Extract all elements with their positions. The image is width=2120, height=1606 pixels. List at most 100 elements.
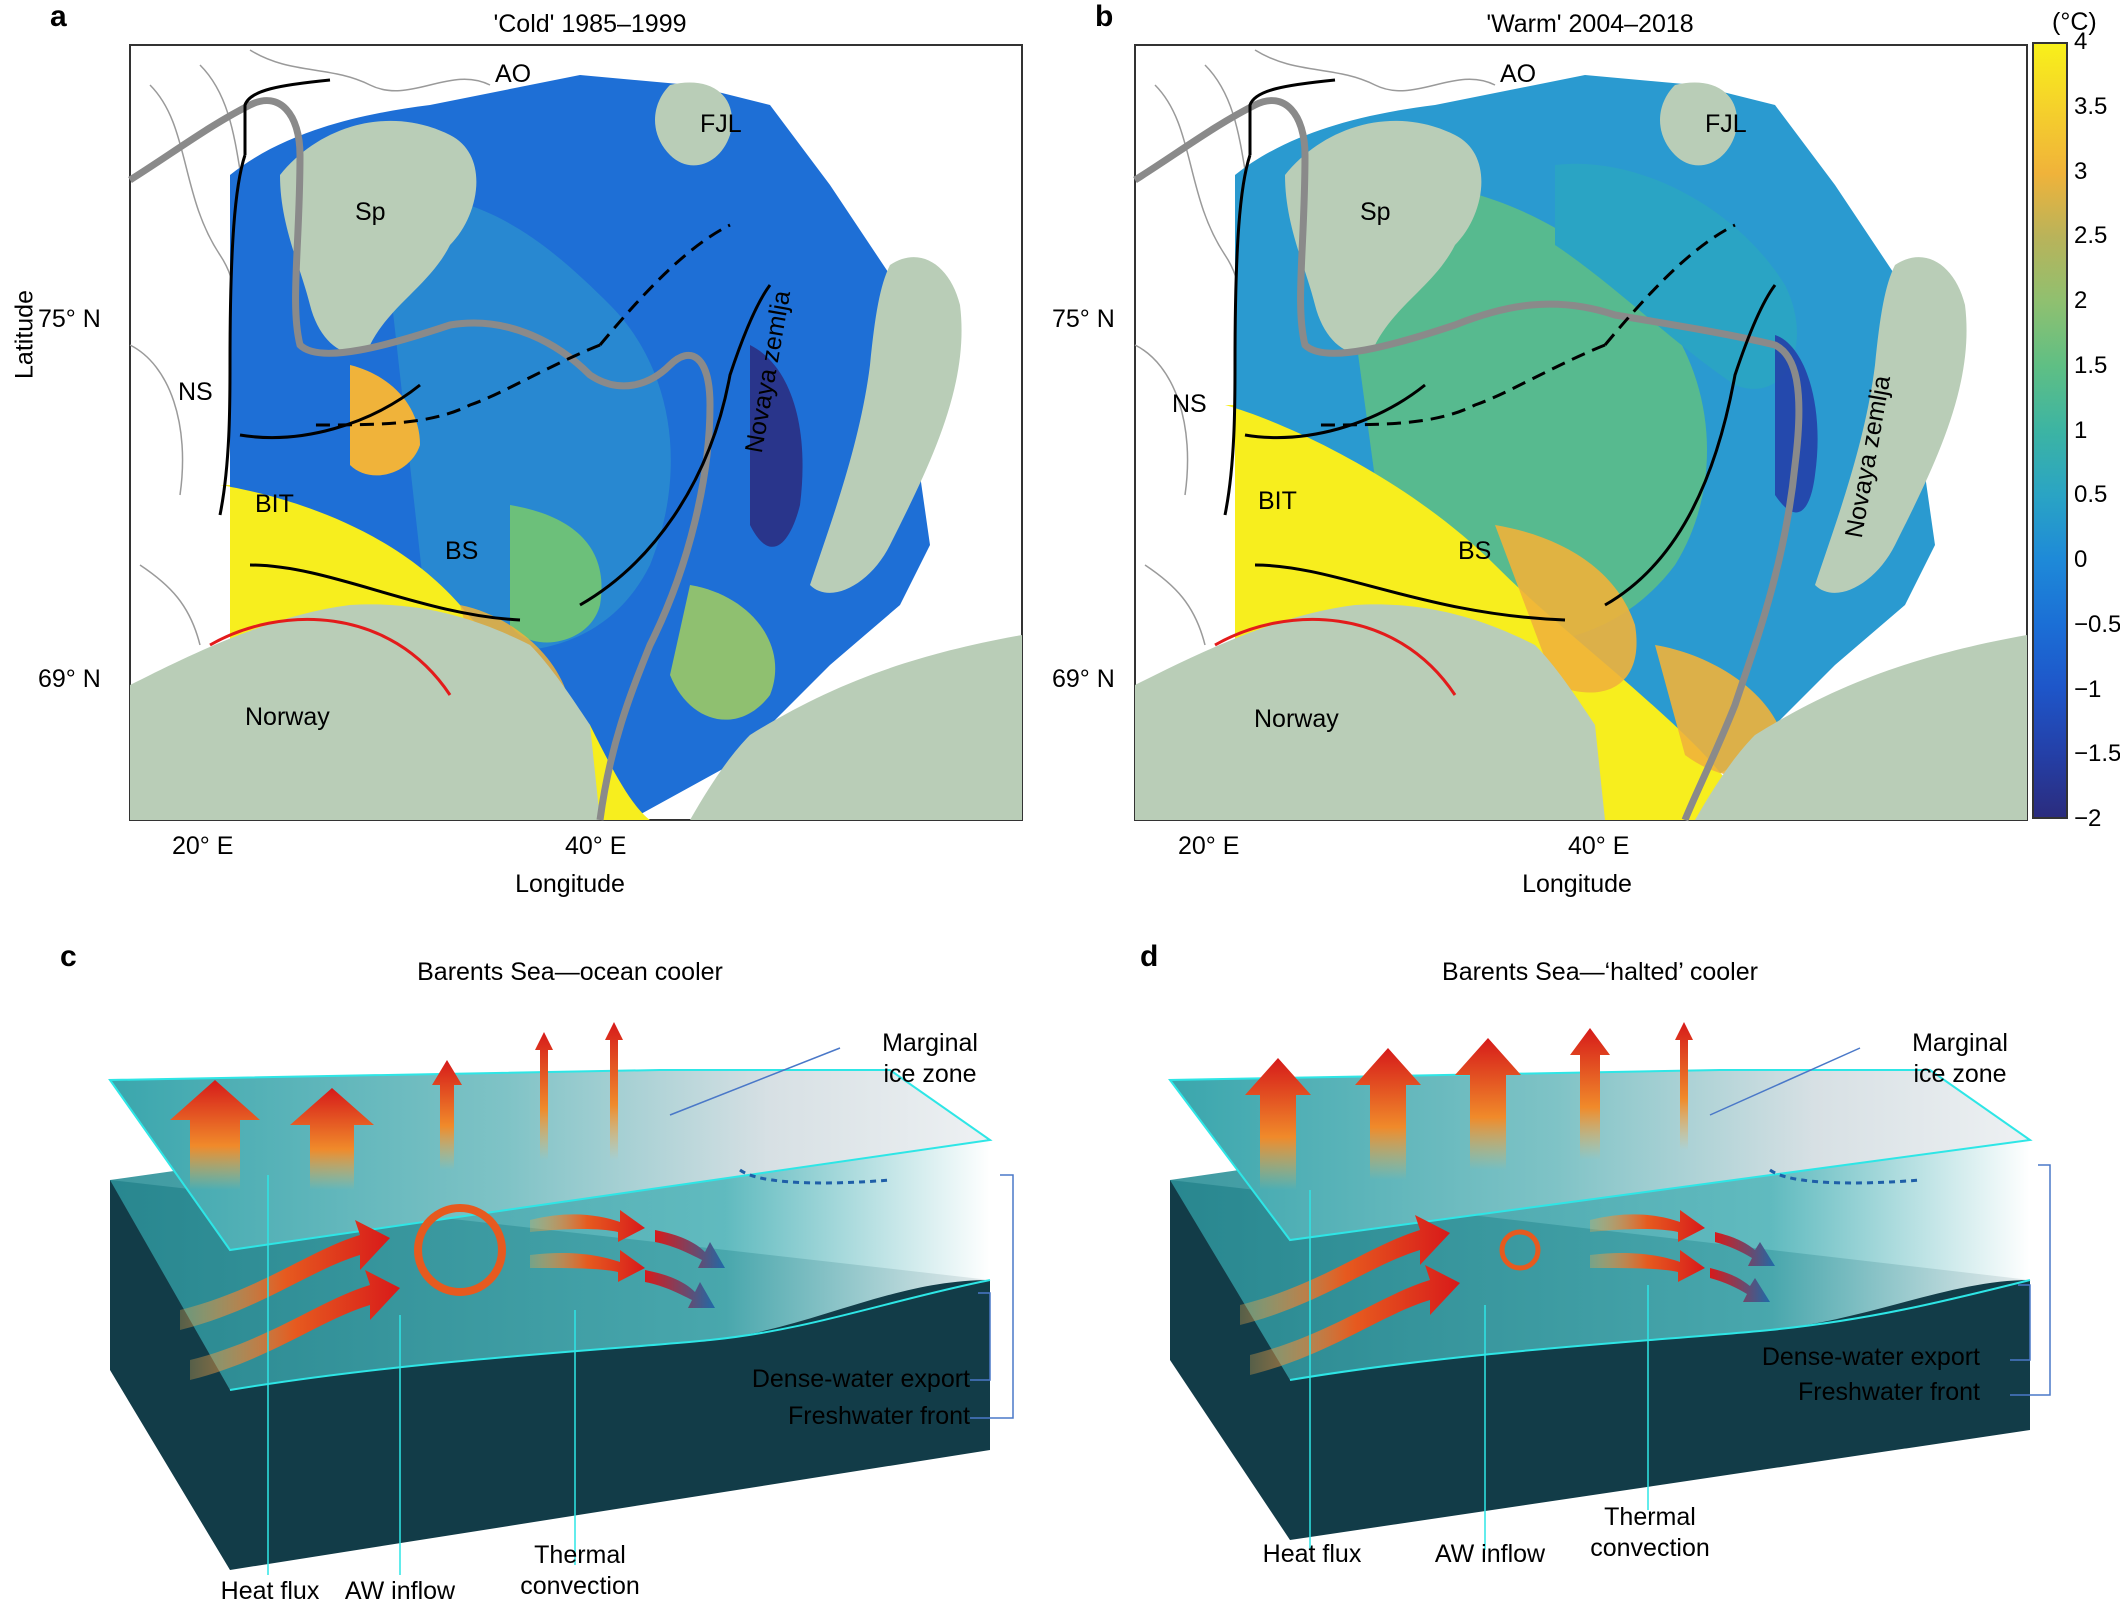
diagram-c-aw-inflow-arrows <box>180 1220 400 1380</box>
diagram-d-bottom-edge <box>1289 1279 2031 1381</box>
diagram-c-label-aw-inflow: AW inflow <box>344 1577 456 1605</box>
map-b-warm-orange <box>1495 525 1637 693</box>
map-a-ocean-mid <box>380 193 671 653</box>
colorbar-tick-label: −1 <box>2074 675 2102 703</box>
map-a-green-patch <box>510 505 602 643</box>
panel-letter-b: b <box>1095 0 1114 33</box>
panel-b-lon-tick-20: 20° E <box>1178 832 1240 860</box>
colorbar-unit: (°C) <box>2052 8 2097 36</box>
map-b-label-bit: BIT <box>1258 487 1297 515</box>
colorbar <box>2032 42 2068 819</box>
map-b-red-arrow <box>1214 617 1457 696</box>
diagram-d-convection <box>1499 1229 1541 1271</box>
map-b <box>1133 44 2028 822</box>
map-a-label-fjl: FJL <box>700 110 742 138</box>
map-a-label-bs: BS <box>445 537 479 565</box>
map-a-novaya-zemlya <box>810 257 962 593</box>
diagram-d-aw-inflow-arrows <box>1240 1215 1460 1375</box>
colorbar-segment <box>2034 172 2066 238</box>
map-a-svalbard <box>280 120 477 353</box>
map-a-russia <box>690 635 1022 820</box>
colorbar-segment <box>2034 301 2066 367</box>
map-b-ocean-teal <box>1555 163 1797 389</box>
diagram-c-label-marginal-ice-zone: Marginal ice zone <box>882 1029 978 1088</box>
diagram-d <box>1168 1022 2051 1550</box>
colorbar-segment <box>2034 430 2066 495</box>
map-b-flow-arrows <box>1223 78 1777 622</box>
colorbar-tick-label: 0.5 <box>2074 481 2108 509</box>
panel-a-xlabel: Longitude <box>515 870 625 898</box>
diagram-d-leaders <box>1309 1047 2051 1550</box>
diagram-c-export-arrows <box>530 1210 725 1308</box>
map-a-label-ao: AO <box>495 60 532 88</box>
panel-a-title: 'Cold' 1985–1999 <box>493 10 687 38</box>
diagram-d-label-heat-flux: Heat flux <box>1262 1540 1362 1568</box>
colorbar-tick-label: 3.5 <box>2074 92 2108 120</box>
map-b-label-sp: Sp <box>1360 198 1391 226</box>
y-axis-label: Latitude <box>10 290 39 379</box>
colorbar-segment <box>2034 752 2066 818</box>
diagram-c <box>108 1022 1014 1575</box>
diagram-c-label-thermal-convection: Thermal convection <box>520 1541 640 1600</box>
colorbar-tick-label: 1.5 <box>2074 351 2108 379</box>
colorbar-segment <box>2034 237 2066 302</box>
colorbar-tick-label: −1.5 <box>2074 740 2120 768</box>
map-a-label-bit: BIT <box>255 490 294 518</box>
colorbar-tick-label: 1 <box>2074 416 2088 444</box>
diagram-d-label-freshwater-front: Freshwater front <box>1797 1378 1980 1406</box>
diagram-c-convection <box>414 1204 506 1296</box>
diagram-d-export-arrows <box>1590 1210 1775 1302</box>
map-a-track <box>128 97 714 821</box>
map-a-flow-arrows <box>218 78 772 622</box>
map-b-novaya-zemlya <box>1815 257 1967 593</box>
colorbar-tick-label: 2.5 <box>2074 222 2108 250</box>
panel-b-lat-tick-69: 69° N <box>1052 665 1115 693</box>
diagram-c-heat-arrows <box>170 1022 623 1190</box>
map-a-red-arrow <box>209 617 452 696</box>
panel-a-lon-tick-20: 20° E <box>172 832 234 860</box>
map-a-label-sp: Sp <box>355 198 386 226</box>
colorbar-segment <box>2034 366 2066 431</box>
map-b-label-fjl: FJL <box>1705 110 1747 138</box>
panel-letter-c: c <box>60 940 77 973</box>
diagram-d-label-marginal-ice-zone: Marginal ice zone <box>1912 1029 2008 1088</box>
diagram-c-bottom-edge <box>229 1279 991 1391</box>
diagram-d-label-aw-inflow: AW inflow <box>1434 1540 1546 1568</box>
colorbar-tick-label: −0.5 <box>2074 610 2120 638</box>
map-b-fjl <box>1660 82 1737 166</box>
diagram-d-heat-arrows <box>1245 1022 1693 1190</box>
panel-b-lon-tick-40: 40° E <box>1568 832 1630 860</box>
panel-letter-a: a <box>50 0 67 33</box>
panel-a-lat-tick-69: 69° N <box>38 665 101 693</box>
map-b-norway <box>1135 604 1605 820</box>
colorbar-segment <box>2034 688 2066 753</box>
map-a-label-norway: Norway <box>245 703 330 731</box>
panel-a-lon-tick-40: 40° E <box>565 832 627 860</box>
map-a-green-patch-2 <box>670 585 776 720</box>
map-b-track <box>1133 97 1803 822</box>
panel-a-lat-tick-75: 75° N <box>38 305 101 333</box>
colorbar-segment <box>2034 559 2066 624</box>
colorbar-tick-label: 4 <box>2074 28 2088 55</box>
diagram-c-label-freshwater-front: Freshwater front <box>787 1402 970 1430</box>
colorbar-segment <box>2034 623 2066 689</box>
colorbar-tick-label: 0 <box>2074 546 2088 573</box>
map-a <box>128 44 1023 821</box>
map-b-label-bs: BS <box>1458 537 1492 565</box>
map-b-label-norway: Norway <box>1254 705 1339 733</box>
colorbar-tick-label: 3 <box>2074 157 2088 185</box>
diagram-d-label-thermal-convection: Thermal convection <box>1590 1503 1710 1562</box>
panel-c-title: Barents Sea—ocean cooler <box>417 958 723 986</box>
map-a-norway <box>130 604 600 820</box>
panel-b-title: 'Warm' 2004–2018 <box>1486 10 1694 38</box>
map-a-label-ns: NS <box>178 378 213 406</box>
panel-b-xlabel: Longitude <box>1522 870 1632 898</box>
colorbar-segment <box>2034 108 2066 173</box>
map-a-fjl <box>655 82 732 166</box>
diagram-c-label-dense-water-export: Dense-water export <box>751 1365 970 1393</box>
diagram-c-leaders <box>267 1047 1014 1575</box>
map-a-ocean-deep <box>750 345 803 547</box>
panel-d-title: Barents Sea—‘halted’ cooler <box>1442 958 1758 986</box>
colorbar-tick-label: 2 <box>2074 287 2088 314</box>
colorbar-tick-label: −2 <box>2074 805 2102 832</box>
